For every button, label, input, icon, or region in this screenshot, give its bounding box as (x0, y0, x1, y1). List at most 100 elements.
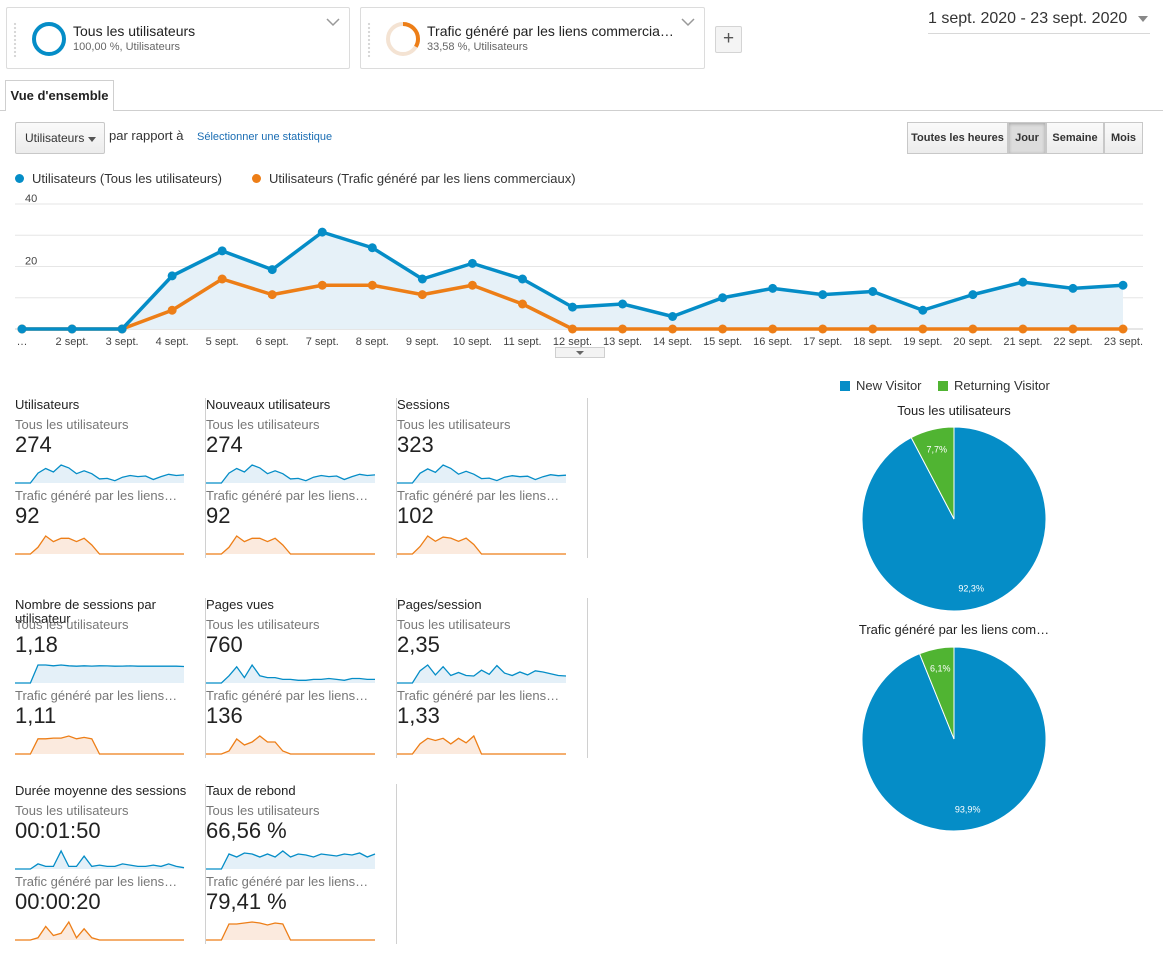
metric-value: 1,18 (15, 632, 58, 657)
pie-title-all-users: Tous les utilisateurs (897, 403, 1011, 418)
metric-selector[interactable]: Utilisateurs (15, 122, 105, 154)
data-point[interactable] (668, 312, 678, 321)
data-point[interactable] (167, 271, 177, 281)
scorecard[interactable]: Utilisateurs Tous les utilisateurs 274 Traf… (15, 398, 206, 560)
granularity-week[interactable]: Semaine (1046, 122, 1104, 154)
metric-value: 102 (397, 503, 434, 528)
scorecard[interactable]: Pages vues Tous les utilisateurs 760 Trafic… (206, 598, 397, 760)
segment-label: Trafic généré par les liens… (206, 874, 369, 889)
data-point[interactable] (968, 290, 978, 300)
sparkline (397, 734, 566, 755)
data-point[interactable] (718, 324, 728, 334)
drag-handle-icon[interactable] (367, 22, 371, 58)
data-point[interactable] (668, 324, 678, 334)
data-point[interactable] (768, 283, 778, 293)
chevron-down-icon[interactable] (325, 17, 341, 27)
tab-overview[interactable]: Vue d'ensemble (5, 80, 114, 111)
dropdown-arrow-icon (1138, 16, 1148, 22)
data-point[interactable] (718, 293, 728, 303)
add-segment-button[interactable]: + (715, 26, 742, 53)
data-point[interactable] (317, 227, 327, 237)
data-point[interactable] (918, 324, 928, 334)
data-point[interactable] (618, 324, 628, 334)
data-point[interactable] (1018, 277, 1028, 287)
data-point[interactable] (267, 265, 277, 275)
data-point[interactable] (918, 305, 928, 315)
data-point[interactable] (568, 324, 577, 334)
metric-name: Nouveaux utilisateurs (206, 397, 331, 412)
data-point[interactable] (1118, 324, 1128, 334)
x-tick-label: 14 sept. (653, 336, 692, 348)
data-point[interactable] (117, 324, 127, 334)
data-point[interactable] (768, 324, 778, 334)
data-point[interactable] (417, 274, 427, 284)
chevron-down-icon[interactable] (680, 17, 696, 27)
metric-name: Durée moyenne des sessions (15, 783, 187, 798)
metric-value: 274 (15, 432, 52, 457)
data-point[interactable] (167, 305, 177, 315)
metric-value: 00:01:50 (15, 818, 101, 843)
pie-slice-label: 92,3% (958, 584, 984, 594)
data-point[interactable] (467, 258, 477, 268)
segment-label: Tous les utilisateurs (15, 617, 129, 632)
segment-label: Tous les utilisateurs (206, 617, 320, 632)
data-point[interactable] (517, 274, 527, 284)
data-point[interactable] (1118, 280, 1128, 290)
segment-label: Trafic généré par les liens… (397, 488, 560, 503)
data-point[interactable] (217, 246, 227, 256)
scorecard[interactable]: Durée moyenne des sessions Tous les utili… (15, 784, 206, 946)
scorecard[interactable]: Nombre de sessions par utilisateur Tous l… (15, 598, 206, 760)
caret-down-icon (88, 137, 96, 142)
scorecard[interactable]: Nouveaux utilisateurs Tous les utilisateu… (206, 398, 397, 560)
data-point[interactable] (367, 243, 377, 253)
pie-slice-label: 7,7% (927, 444, 948, 454)
y-tick-label: 20 (25, 256, 37, 268)
x-tick-label: 12 sept. (553, 336, 592, 348)
metric-value: 2,35 (397, 632, 440, 657)
data-point[interactable] (818, 324, 828, 334)
segment-card-paid-traffic[interactable]: Trafic généré par les liens commercia… 3… (360, 7, 705, 69)
granularity-month[interactable]: Mois (1104, 122, 1143, 154)
scorecard[interactable]: Taux de rebond Tous les utilisateurs 66,56… (206, 784, 397, 946)
data-point[interactable] (1018, 324, 1028, 334)
metric-value: 136 (206, 703, 243, 728)
data-point[interactable] (968, 324, 978, 334)
x-tick-label: 8 sept. (356, 336, 389, 348)
data-point[interactable] (67, 324, 77, 334)
data-point[interactable] (1068, 324, 1078, 334)
pie-slice[interactable] (918, 646, 955, 740)
chart-expand-handle[interactable] (555, 347, 605, 358)
drag-handle-icon[interactable] (13, 22, 17, 58)
scorecard[interactable]: Sessions Tous les utilisateurs 323 Trafic g… (397, 398, 588, 560)
segment-title: Tous les utilisateurs (73, 23, 196, 39)
sparkline (206, 735, 375, 755)
scorecard[interactable]: Pages/session Tous les utilisateurs 2,35 Tr… (397, 598, 588, 760)
data-point[interactable] (568, 302, 577, 312)
segment-label: Tous les utilisateurs (206, 803, 320, 818)
data-point[interactable] (317, 280, 327, 290)
data-point[interactable] (618, 299, 628, 309)
data-point[interactable] (417, 290, 427, 300)
data-point[interactable] (217, 274, 227, 284)
data-point[interactable] (17, 324, 27, 334)
data-point[interactable] (868, 287, 878, 296)
data-point[interactable] (517, 299, 527, 309)
granularity-day[interactable]: Jour (1008, 122, 1046, 154)
series-area-all-users (22, 232, 1123, 329)
granularity-hourly[interactable]: Toutes les heures (907, 122, 1008, 154)
pie-slice-label: 6,1% (930, 664, 951, 674)
segment-label: Tous les utilisateurs (15, 417, 129, 432)
segment-label: Trafic généré par les liens… (206, 488, 369, 503)
data-point[interactable] (818, 290, 828, 300)
data-point[interactable] (367, 280, 377, 290)
pie-slice[interactable] (910, 426, 955, 520)
data-point[interactable] (467, 280, 477, 290)
metric-name: Sessions (397, 397, 450, 412)
data-point[interactable] (1068, 283, 1078, 293)
data-point[interactable] (267, 290, 277, 300)
select-metric-link[interactable]: Sélectionner une statistique (197, 131, 333, 143)
segment-card-all-users[interactable]: Tous les utilisateurs 100,00 %, Utilisat… (6, 7, 350, 69)
metric-name: Pages vues (206, 597, 274, 612)
data-point[interactable] (868, 324, 878, 334)
date-range-picker[interactable]: 1 sept. 2020 - 23 sept. 2020 (928, 10, 1150, 34)
